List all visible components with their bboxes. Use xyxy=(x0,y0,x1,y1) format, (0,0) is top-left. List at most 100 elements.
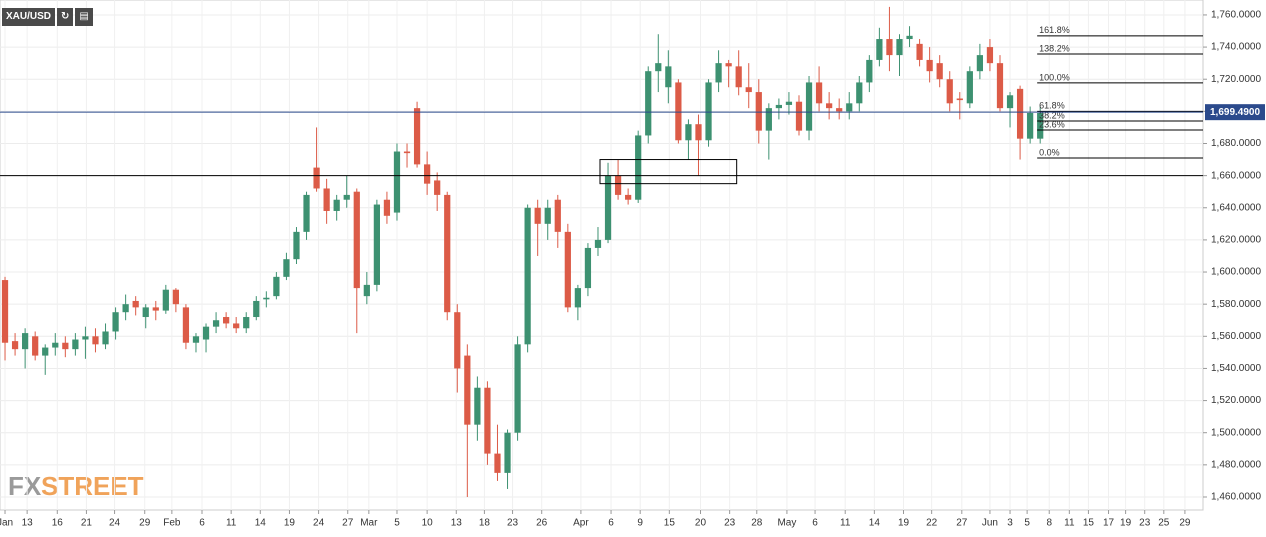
x-tick-label: 6 xyxy=(812,518,818,529)
candle-body xyxy=(1027,112,1034,139)
y-tick-label: 1,520.0000 xyxy=(1211,395,1261,406)
candle-body xyxy=(182,307,190,343)
candle-body xyxy=(775,104,783,109)
x-tick-label: 15 xyxy=(1083,518,1095,529)
candle-body xyxy=(474,387,481,425)
price-label: 1,699.4900 xyxy=(1210,107,1260,118)
candle-body xyxy=(625,194,632,200)
candle-body xyxy=(946,79,953,104)
candle-body xyxy=(665,66,672,88)
candle-body xyxy=(253,300,260,318)
candle-body xyxy=(956,98,963,101)
x-tick-label: 25 xyxy=(1158,518,1170,529)
y-tick-label: 1,680.0000 xyxy=(1211,138,1261,149)
candle-body xyxy=(805,82,813,131)
candle-body xyxy=(122,304,129,313)
x-tick-label: 20 xyxy=(695,518,707,529)
fib-label: 161.8% xyxy=(1039,25,1070,35)
candle-body xyxy=(403,151,411,154)
candle-body xyxy=(685,124,692,141)
candle-body xyxy=(755,92,762,131)
x-tick-label: 10 xyxy=(422,518,434,529)
candle-body xyxy=(1037,112,1044,139)
candle-body xyxy=(484,387,491,454)
fib-label: 38.2% xyxy=(1039,110,1065,120)
x-tick-label: 6 xyxy=(199,518,205,529)
candle-body xyxy=(856,82,863,104)
x-tick-label: 26 xyxy=(536,518,548,529)
candle-body xyxy=(614,175,622,195)
candle-body xyxy=(765,108,772,131)
fib-label: 61.8% xyxy=(1039,101,1065,111)
x-tick-label: Jan xyxy=(0,518,13,529)
candle-body xyxy=(132,300,139,308)
x-tick-label: 3 xyxy=(1007,518,1013,529)
box-annotation xyxy=(599,159,738,185)
toolbar: XAU/USD ↻ ▤ xyxy=(2,8,93,26)
candle-body xyxy=(11,341,19,350)
candle-body xyxy=(142,307,149,318)
candle-body xyxy=(524,207,531,345)
candle-body xyxy=(303,194,310,232)
candle-body xyxy=(42,347,49,356)
candle-body xyxy=(72,339,79,350)
candle-body xyxy=(202,326,210,340)
candle-body xyxy=(112,312,119,332)
fib-label: 23.6% xyxy=(1039,119,1065,129)
candle-body xyxy=(836,108,843,112)
candle-body xyxy=(62,342,69,350)
candle-body xyxy=(645,71,652,136)
x-tick-label: 14 xyxy=(869,518,881,529)
y-tick-label: 1,460.0000 xyxy=(1211,492,1261,503)
candle-body xyxy=(373,204,380,285)
candle-body xyxy=(866,59,873,83)
candle-body xyxy=(966,71,973,104)
candle-body xyxy=(494,453,501,473)
candle-body xyxy=(916,43,923,60)
candle-body xyxy=(323,188,330,211)
candle-body xyxy=(22,333,29,350)
candle-body xyxy=(273,276,280,297)
fib-label: 100.0% xyxy=(1039,72,1070,82)
symbol-label[interactable]: XAU/USD xyxy=(2,8,56,26)
candle-body xyxy=(896,39,903,56)
x-tick-label: 28 xyxy=(751,518,763,529)
candle-body xyxy=(172,289,179,305)
candle-body xyxy=(233,323,240,329)
candle-body xyxy=(745,87,752,93)
candle-body xyxy=(283,259,290,277)
candle-body xyxy=(223,317,230,324)
candle-body xyxy=(152,307,159,311)
x-tick-label: 5 xyxy=(1024,518,1030,529)
candle-body xyxy=(594,239,602,248)
x-tick-label: 17 xyxy=(1103,518,1115,529)
candle-body xyxy=(655,63,662,72)
x-tick-label: 18 xyxy=(479,518,491,529)
x-tick-label: Jun xyxy=(982,518,998,529)
x-tick-label: Feb xyxy=(163,518,181,529)
y-tick-label: 1,600.0000 xyxy=(1211,267,1261,278)
y-tick-label: 1,740.0000 xyxy=(1211,42,1261,53)
candle-body xyxy=(846,103,853,112)
x-tick-label: 8 xyxy=(1046,518,1052,529)
watermark-fx: FX xyxy=(8,471,42,501)
candle-body xyxy=(293,231,300,260)
candle-body xyxy=(604,175,612,240)
candle-body xyxy=(735,66,742,88)
candle-body xyxy=(584,247,592,289)
x-tick-label: 13 xyxy=(22,518,34,529)
candle-body xyxy=(313,167,320,189)
x-tick-label: 19 xyxy=(284,518,296,529)
refresh-button[interactable]: ↻ xyxy=(57,8,74,26)
candle-body xyxy=(32,336,39,356)
candle-body xyxy=(263,297,270,300)
candle-body xyxy=(675,82,682,141)
candle-body xyxy=(102,331,109,345)
y-tick-label: 1,640.0000 xyxy=(1211,202,1261,213)
calendar-button[interactable]: ▤ xyxy=(75,8,93,26)
plot-area xyxy=(0,0,1204,511)
y-tick-label: 1,620.0000 xyxy=(1211,235,1261,246)
fib-label: 138.2% xyxy=(1039,43,1070,53)
x-tick-label: May xyxy=(777,518,796,529)
price-label-box xyxy=(1205,104,1265,121)
